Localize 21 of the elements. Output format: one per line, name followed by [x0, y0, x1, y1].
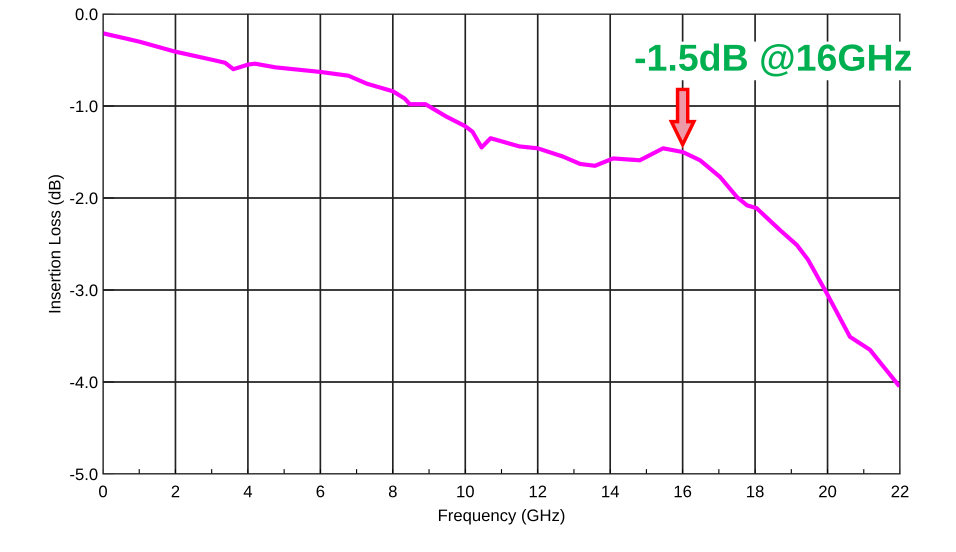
x-tick-label: 22 — [892, 486, 908, 498]
x-tick-label: 14 — [602, 486, 619, 498]
x-tick-label: 18 — [747, 486, 764, 498]
y-tick-label: -4.0 — [70, 376, 98, 388]
y-tick-label: -2.0 — [70, 192, 98, 204]
x-tick-label: 0 — [99, 486, 107, 498]
x-tick-label: 6 — [316, 486, 324, 498]
annotation: -1.5dB @16GHz — [636, 43, 912, 77]
y-tick-label: 0.0 — [76, 8, 98, 20]
y-tick-label: -5.0 — [70, 468, 98, 480]
y-axis-title: Insertion Loss (dB) — [48, 175, 64, 312]
x-tick-label: 20 — [819, 486, 836, 498]
x-tick-label: 12 — [530, 486, 546, 498]
y-tick-label: -1.0 — [70, 100, 98, 112]
x-tick-label: 4 — [244, 486, 252, 498]
y-tick-label: -3.0 — [70, 284, 98, 296]
x-tick-label: 8 — [388, 486, 397, 498]
x-axis-title: Frequency (GHz) — [438, 508, 564, 525]
x-tick-label: 16 — [674, 486, 692, 498]
x-tick-label: 10 — [457, 486, 474, 498]
x-tick-label: 2 — [172, 486, 180, 498]
